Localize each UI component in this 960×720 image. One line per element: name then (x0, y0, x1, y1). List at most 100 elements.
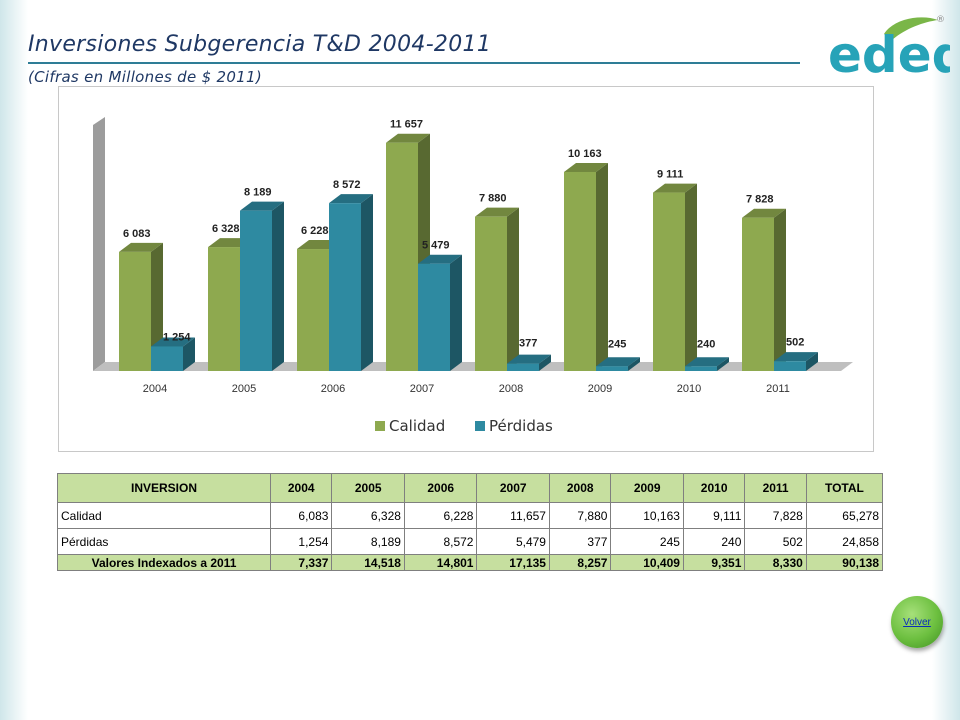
value-label: 10 163 (568, 148, 602, 160)
table-header-cell: 2010 (682, 473, 746, 503)
table-header-cell: 2006 (403, 473, 478, 503)
bar-front (151, 346, 183, 371)
bar-top (685, 357, 729, 367)
bar-side (806, 352, 818, 371)
bar-front (685, 366, 717, 371)
table-cell: 11,657 (476, 502, 550, 529)
table-header-cell: 2009 (610, 473, 684, 503)
bar-top (329, 194, 373, 204)
bar-perdidas-2006 (329, 194, 373, 371)
table-total-cell: 8,257 (548, 554, 612, 571)
bar-perdidas-2008 (507, 354, 551, 371)
table-cell: 7,880 (548, 502, 612, 529)
table-cell: 6,328 (331, 502, 405, 529)
x-tick-label: 2008 (499, 383, 523, 395)
table-cell: 6,228 (403, 502, 478, 529)
logo-mark: ® (936, 15, 945, 25)
bar-front (418, 263, 450, 371)
bar-front (386, 142, 418, 371)
logo-text: edeq (828, 26, 950, 84)
bar-side (774, 208, 786, 371)
x-tick-label: 2011 (766, 383, 790, 395)
bar-top (507, 354, 551, 364)
bar-side (272, 201, 284, 371)
bar-top (386, 133, 430, 143)
volver-button[interactable]: Volver (891, 596, 943, 648)
value-label: 377 (519, 337, 537, 349)
bar-calidad-2009 (564, 162, 608, 371)
bar-front (329, 203, 361, 371)
x-tick-labels: 2004 2005 2006 2007 2008 2009 2010 2011 (143, 383, 790, 395)
chart-walls (93, 117, 853, 371)
table-cell: 8,572 (403, 528, 478, 555)
table-total-cell: 8,330 (744, 554, 807, 571)
bar-calidad-2011 (742, 208, 786, 371)
bar-side (539, 354, 551, 371)
bar-front (774, 361, 806, 371)
bar-top (475, 207, 519, 217)
bar-side (183, 337, 195, 371)
bar-front (119, 251, 151, 371)
bar-top (564, 162, 608, 172)
bar-side (717, 357, 729, 371)
bar-calidad-2004 (119, 242, 163, 371)
legend-swatch-calidad (375, 421, 385, 431)
bar-top (151, 337, 195, 347)
table-header-cell: 2004 (269, 473, 333, 503)
volver-label[interactable]: Volver (903, 616, 931, 628)
table-total-row: Valores Indexados a 2011 7,337 14,518 14,80… (57, 554, 884, 571)
bar-perdidas-2004 (151, 337, 195, 371)
legend-label: Calidad (389, 417, 445, 435)
table-header-cell: 2005 (331, 473, 405, 503)
x-tick-label: 2005 (232, 383, 256, 395)
side-wall (93, 117, 105, 371)
value-label: 502 (786, 337, 804, 349)
value-label: 8 189 (244, 187, 272, 199)
bar-calidad-2008 (475, 207, 519, 371)
table-total-cell: 90,138 (805, 554, 884, 571)
table-cell: 7,828 (744, 502, 807, 529)
table-total-cell: 14,801 (403, 554, 478, 571)
table-cell: 9,111 (682, 502, 746, 529)
page-title: Inversiones Subgerencia T&D 2004-2011 (28, 32, 492, 57)
table-cell: 6,083 (269, 502, 333, 529)
table-row: Pérdidas 1,254 8,189 8,572 5,479 377 245 240 502… (57, 528, 884, 555)
bar-front (596, 366, 628, 371)
table-row: Calidad 6,083 6,328 6,228 11,657 7,880 10,163 9… (57, 502, 884, 529)
table-cell: 65,278 (805, 502, 884, 529)
table-cell: 10,163 (610, 502, 684, 529)
value-label: 7 828 (746, 194, 774, 206)
logo-leaf-icon (884, 17, 938, 40)
bar-perdidas-2010 (685, 357, 729, 371)
bar-side (450, 254, 462, 371)
value-label: 6 228 (301, 225, 329, 237)
table-cell: 24,858 (805, 528, 884, 555)
page-subtitle: (Cifras en Millones de $ 2011) (28, 68, 263, 86)
table-total-cell: Valores Indexados a 2011 (57, 554, 271, 571)
bar-perdidas-2007 (418, 254, 462, 371)
table-cell: Pérdidas (57, 528, 271, 555)
value-label: 245 (608, 338, 626, 350)
bar-top (119, 242, 163, 252)
value-label: 6 328 (212, 223, 240, 235)
chart-frame: 6 083 1 254 6 328 8 189 6 228 8 572 11 657 5 47… (58, 86, 874, 452)
table-total-cell: 10,409 (610, 554, 684, 571)
bar-front (653, 192, 685, 371)
value-label: 5 479 (422, 240, 450, 252)
bar-side (685, 183, 697, 371)
legend-swatch-perdidas (475, 421, 485, 431)
value-label: 11 657 (390, 119, 423, 131)
bars (119, 133, 818, 371)
bar-top (742, 208, 786, 218)
table-cell: 1,254 (269, 528, 333, 555)
bar-side (596, 162, 608, 371)
bar-perdidas-2005 (240, 201, 284, 371)
table-cell: Calidad (57, 502, 271, 529)
x-tick-label: 2006 (321, 383, 345, 395)
bar-side (628, 357, 640, 371)
bar-top (418, 254, 462, 264)
title-rule (28, 62, 800, 64)
bar-side (361, 194, 373, 371)
floor (93, 362, 853, 371)
table-cell: 377 (548, 528, 612, 555)
